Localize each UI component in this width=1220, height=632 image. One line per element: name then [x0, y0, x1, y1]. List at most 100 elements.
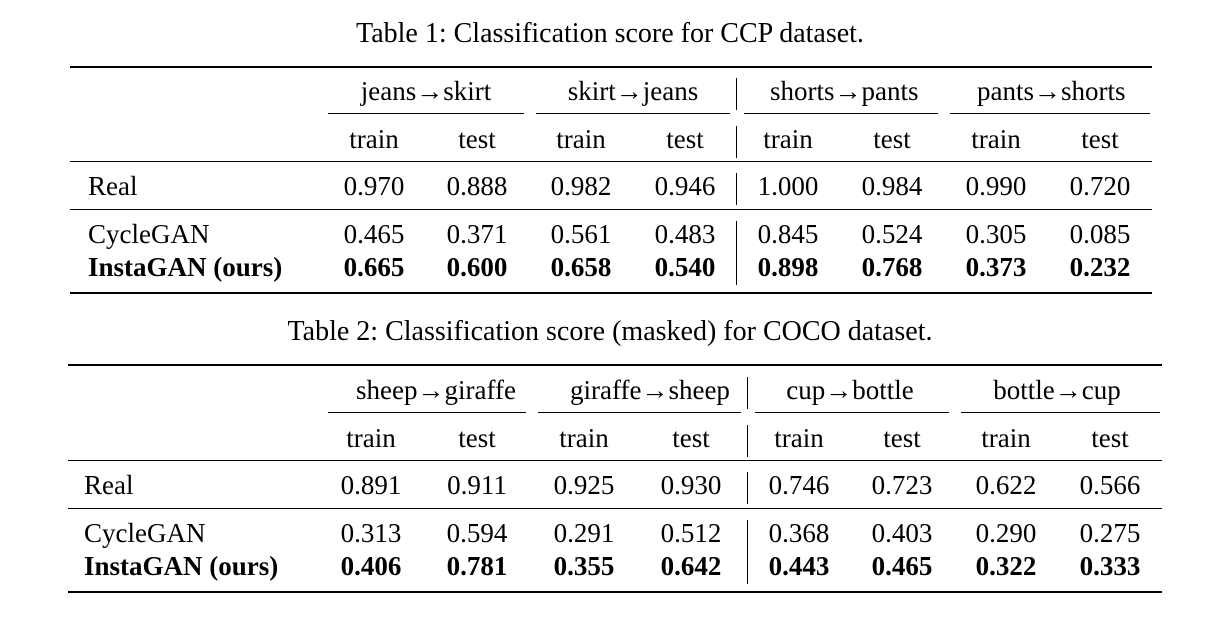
score-cell: 0.322	[975, 551, 1037, 581]
score-cell: 0.275	[1079, 518, 1141, 548]
group-header: sheep→giraffe	[356, 375, 516, 405]
row-label: Real	[88, 171, 138, 201]
score-cell: 0.290	[975, 518, 1037, 548]
row-label: Real	[84, 470, 134, 500]
column-separator	[736, 78, 737, 110]
column-subheader: test	[458, 423, 496, 453]
score-cell: 0.465	[343, 219, 405, 249]
score-cell: 0.512	[660, 518, 722, 548]
score-cell: 0.403	[871, 518, 933, 548]
column-subheader: test	[873, 124, 911, 154]
score-cell: 0.720	[1069, 171, 1131, 201]
table-bottom-rule	[68, 591, 1162, 593]
score-cell: 0.333	[1079, 551, 1141, 581]
table-top-rule	[68, 364, 1162, 366]
column-subheader: train	[349, 124, 399, 154]
score-cell: 0.898	[757, 252, 819, 282]
score-cell: 0.355	[553, 551, 615, 581]
score-cell: 0.984	[861, 171, 923, 201]
column-subheader: test	[1081, 124, 1119, 154]
row-label: CycleGAN	[84, 518, 206, 548]
score-cell: 1.000	[757, 171, 819, 201]
column-subheader: test	[666, 124, 704, 154]
score-cell: 0.781	[446, 551, 508, 581]
mid-rule	[70, 209, 1152, 210]
column-subheader: test	[1091, 423, 1129, 453]
column-subheader: test	[883, 423, 921, 453]
score-cell: 0.970	[343, 171, 405, 201]
score-cell: 0.561	[550, 219, 612, 249]
score-cell: 0.291	[553, 518, 615, 548]
score-cell: 0.443	[768, 551, 830, 581]
column-subheader: train	[774, 423, 824, 453]
score-cell: 0.371	[446, 219, 508, 249]
group-header: giraffe→sheep	[570, 375, 730, 405]
header-rule	[68, 460, 1162, 461]
score-cell: 0.982	[550, 171, 612, 201]
score-cell: 0.665	[343, 252, 405, 282]
score-cell: 0.888	[446, 171, 508, 201]
table-caption: Table 1: Classification score for CCP da…	[356, 18, 864, 49]
group-header: pants→shorts	[977, 76, 1126, 106]
column-separator	[747, 472, 748, 504]
group-cmidrule	[755, 412, 949, 413]
score-cell: 0.465	[871, 551, 933, 581]
column-subheader: test	[672, 423, 710, 453]
score-cell: 0.524	[861, 219, 923, 249]
score-cell: 0.746	[768, 470, 830, 500]
mid-rule	[68, 508, 1162, 509]
score-cell: 0.406	[340, 551, 402, 581]
score-cell: 0.845	[757, 219, 819, 249]
column-subheader: train	[981, 423, 1031, 453]
column-subheader: test	[458, 124, 496, 154]
table-caption: Table 2: Classification score (masked) f…	[287, 316, 933, 347]
score-cell: 0.483	[654, 219, 716, 249]
group-cmidrule	[538, 412, 741, 413]
column-separator	[747, 425, 748, 457]
score-cell: 0.723	[871, 470, 933, 500]
score-cell: 0.368	[768, 518, 830, 548]
score-cell: 0.594	[446, 518, 508, 548]
score-cell: 0.911	[447, 470, 507, 500]
score-cell: 0.566	[1079, 470, 1141, 500]
score-cell: 0.990	[965, 171, 1027, 201]
group-header: shorts→pants	[770, 76, 919, 106]
score-cell: 0.891	[340, 470, 402, 500]
score-cell: 0.622	[975, 470, 1037, 500]
column-subheader: train	[346, 423, 396, 453]
group-cmidrule	[328, 113, 524, 114]
column-separator	[747, 377, 748, 409]
score-cell: 0.925	[553, 470, 615, 500]
group-cmidrule	[536, 113, 730, 114]
group-header: bottle→cup	[993, 375, 1121, 405]
column-subheader: train	[559, 423, 609, 453]
group-cmidrule	[328, 412, 526, 413]
group-cmidrule	[950, 113, 1150, 114]
score-cell: 0.232	[1069, 252, 1131, 282]
group-header: cup→bottle	[786, 375, 914, 405]
score-cell: 0.600	[446, 252, 508, 282]
score-cell: 0.085	[1069, 219, 1131, 249]
group-cmidrule	[744, 113, 938, 114]
score-cell: 0.946	[654, 171, 716, 201]
score-cell: 0.373	[965, 252, 1027, 282]
score-cell: 0.540	[654, 252, 716, 282]
score-cell: 0.313	[340, 518, 402, 548]
row-label: InstaGAN (ours)	[84, 551, 279, 581]
column-subheader: train	[971, 124, 1021, 154]
row-label: CycleGAN	[88, 219, 210, 249]
score-cell: 0.768	[861, 252, 923, 282]
column-separator	[736, 126, 737, 158]
column-subheader: train	[556, 124, 606, 154]
score-cell: 0.642	[660, 551, 722, 581]
group-header: skirt→jeans	[567, 76, 699, 106]
header-rule	[70, 161, 1152, 162]
score-cell: 0.658	[550, 252, 612, 282]
row-label: InstaGAN (ours)	[88, 252, 283, 282]
table-bottom-rule	[70, 292, 1152, 294]
group-cmidrule	[961, 412, 1160, 413]
group-header: jeans→skirt	[360, 76, 492, 106]
column-separator	[747, 520, 748, 584]
column-separator	[736, 173, 737, 205]
column-separator	[736, 221, 737, 285]
